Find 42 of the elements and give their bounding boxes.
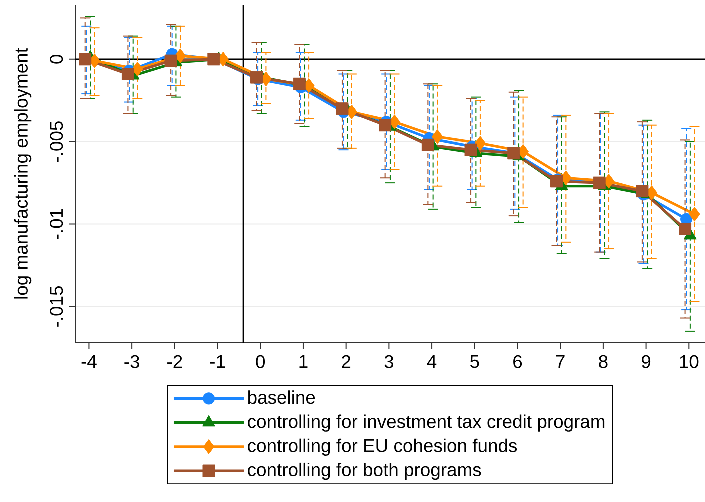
point xyxy=(218,52,229,67)
legend-label: controlling for EU cohesion funds xyxy=(248,438,518,456)
x-tick-label: -2 xyxy=(168,355,182,368)
x-tick-label: 10 xyxy=(680,355,699,368)
legend-label: baseline xyxy=(248,390,316,404)
point xyxy=(389,114,400,130)
point xyxy=(122,68,134,80)
point xyxy=(464,144,478,156)
point xyxy=(164,54,178,68)
point xyxy=(518,144,529,160)
point xyxy=(422,138,434,152)
point xyxy=(132,62,144,77)
x-tick-label: 9 xyxy=(642,355,651,368)
point xyxy=(89,54,100,69)
point xyxy=(679,222,692,236)
point xyxy=(174,48,186,64)
point xyxy=(346,104,358,120)
y-tick-label: -.005 xyxy=(50,122,64,162)
x-tick-label: 3 xyxy=(384,355,394,368)
point xyxy=(379,119,392,132)
y-tick-label: 0 xyxy=(50,55,64,64)
x-tick-label: 1 xyxy=(300,355,308,368)
y-tick-label: -.015 xyxy=(50,286,64,327)
y-axis-title: log manufacturing employment xyxy=(14,48,32,299)
x-tick-label: 4 xyxy=(427,355,437,368)
legend-label: controlling for both programs xyxy=(248,462,482,480)
x-tick-label: 0 xyxy=(256,355,266,368)
x-tick-label: -1 xyxy=(210,355,226,368)
x-tick-label: 6 xyxy=(514,355,522,368)
legend-label: controlling for investment tax credit program xyxy=(248,414,605,432)
point xyxy=(336,102,349,116)
x-tick-label: 5 xyxy=(470,355,480,368)
point xyxy=(432,129,444,144)
point xyxy=(689,206,700,222)
x-tick-label: -4 xyxy=(82,355,97,368)
x-tick-label: -3 xyxy=(124,355,140,368)
x-tick-label: 7 xyxy=(556,355,565,368)
point xyxy=(474,136,486,151)
y-tick-label: -.01 xyxy=(50,209,64,240)
x-tick-label: 8 xyxy=(599,355,608,368)
point xyxy=(646,186,658,200)
x-tick-label: 2 xyxy=(342,355,351,368)
